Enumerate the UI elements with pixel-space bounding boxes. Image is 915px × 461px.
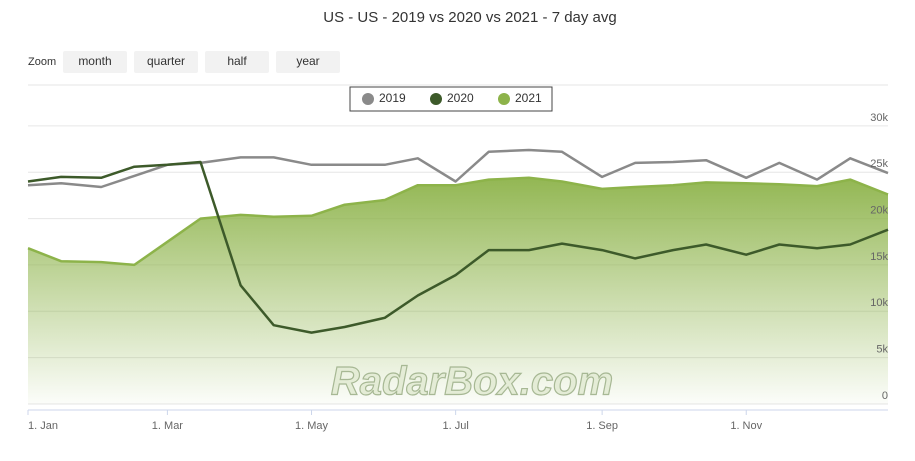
legend-marker (498, 93, 510, 105)
legend-item[interactable]: 2020 (430, 91, 474, 105)
zoom-button-bg (276, 51, 340, 73)
legend-label: 2020 (447, 91, 474, 105)
zoom-button-bg (205, 51, 269, 73)
y-tick-label: 15k (870, 251, 888, 263)
y-tick-label: 10k (870, 297, 888, 309)
legend-item[interactable]: 2019 (362, 91, 406, 105)
zoom-button-bg (63, 51, 127, 73)
x-tick-label: 1. Jan (28, 420, 58, 432)
chart-title: US - US - 2019 vs 2020 vs 2021 - 7 day a… (323, 9, 617, 26)
watermark: RadarBox.com (331, 360, 613, 404)
y-tick-label: 30k (870, 112, 888, 124)
zoom-label: Zoom (28, 56, 56, 68)
y-tick-label: 20k (870, 204, 888, 216)
legend-box (349, 86, 553, 112)
zoom-button-label: month (78, 54, 111, 68)
y-tick-label: 0 (882, 390, 888, 402)
y-tick-label: 5k (876, 344, 888, 356)
area-fill (28, 177, 888, 404)
legend-marker (362, 93, 374, 105)
x-tick-label: 1. May (295, 420, 329, 432)
legend-label: 2021 (515, 91, 542, 105)
zoom-button[interactable]: half (205, 51, 269, 73)
y-tick-label: 25k (870, 158, 888, 170)
legend-marker (430, 93, 442, 105)
zoom-button[interactable]: quarter (134, 51, 198, 73)
x-tick-label: 1. Sep (586, 420, 618, 432)
zoom-button-label: quarter (147, 54, 185, 68)
series-line (27, 176, 889, 267)
zoom-button-label: year (296, 54, 319, 68)
legend-item[interactable]: 2021 (498, 91, 542, 105)
x-tick-label: 1. Mar (152, 420, 184, 432)
x-tick-label: 1. Nov (730, 420, 762, 432)
zoom-button-bg (134, 51, 198, 73)
series-line (27, 148, 889, 189)
zoom-button-label: half (227, 54, 247, 68)
zoom-button[interactable]: month (63, 51, 127, 73)
zoom-button[interactable]: year (276, 51, 340, 73)
legend-label: 2019 (379, 91, 406, 105)
plot (27, 125, 889, 415)
x-tick-label: 1. Jul (442, 420, 468, 432)
series-line (27, 160, 889, 334)
